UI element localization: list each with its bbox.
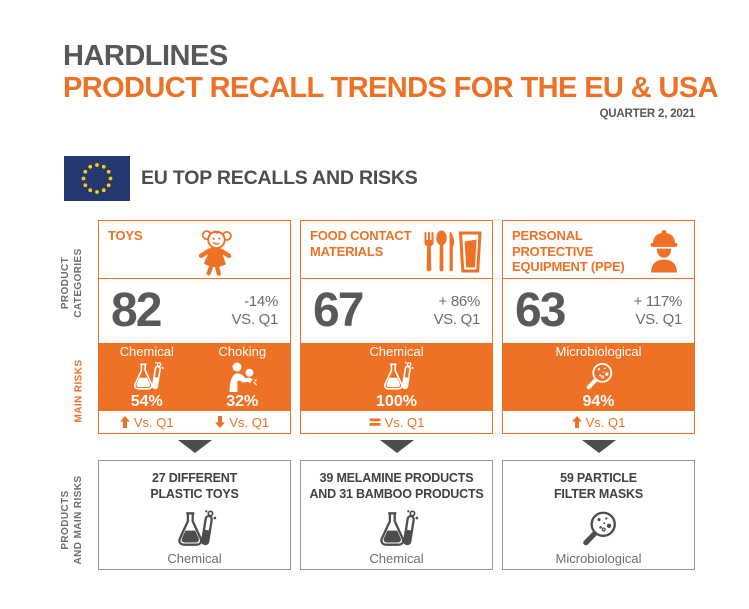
trend-choking: Vs. Q1 (195, 415, 291, 430)
product-title-line: 39 MELAMINE PRODUCTS (319, 471, 474, 485)
product-title: 27 DIFFERENT PLASTIC TOYS (99, 470, 290, 503)
vs-quarter-label: VS. Q1 (231, 311, 278, 328)
recall-grid: TOYS (98, 220, 695, 570)
trend-label: Vs. Q1 (384, 414, 425, 430)
change-value: + 86% (438, 293, 481, 310)
column-toys: TOYS (98, 220, 291, 570)
row-label-line: PRODUCTS (60, 490, 71, 550)
risk-name: Chemical (369, 344, 424, 359)
recall-count-row: 67 + 86% VS. Q1 (301, 279, 492, 343)
main-risks-row: Chemical (301, 343, 492, 411)
recall-count: 63 (515, 284, 566, 337)
trend-row: Vs. Q1 Vs. Q1 (99, 411, 290, 433)
card-header: TOYS (99, 221, 290, 279)
card-title: FOOD CONTACT MATERIALS (310, 228, 412, 259)
card-toys: TOYS (98, 220, 291, 434)
page-subtitle: PRODUCT RECALL TRENDS FOR THE EU & USA (63, 72, 719, 104)
row-label-main-risks: MAIN RISKS (73, 359, 85, 423)
card-title: TOYS (108, 228, 143, 243)
recall-count: 67 (313, 284, 364, 337)
doll-icon (198, 230, 232, 276)
column-ppe: PERSONAL PROTECTIVE EQUIPMENT (PPE) 63 (502, 220, 695, 570)
trend-up-arrow-icon (119, 416, 130, 428)
trend-label: Vs. Q1 (133, 414, 174, 430)
microbes-magnifier-icon (586, 363, 612, 390)
risk-percentage: 32% (226, 393, 259, 411)
flask-icon (383, 362, 414, 390)
down-triangle-icon (177, 440, 212, 453)
recall-count-row: 82 -14% VS. Q1 (99, 279, 290, 343)
product-title-line: AND 31 BAMBOO PRODUCTS (309, 487, 484, 502)
trend-label: Vs. Q1 (229, 414, 270, 430)
risk-choking: Choking 32% (195, 343, 291, 411)
product-title: 59 PARTICLE FILTER MASKS (503, 470, 694, 503)
product-card-toys: 27 DIFFERENT PLASTIC TOYS Chemical (98, 460, 291, 570)
row-label-line: CATEGORIES (73, 248, 84, 318)
row-label-product-categories: PRODUCT CATEGORIES (59, 248, 85, 317)
product-risk-label: Chemical (369, 550, 424, 566)
vs-quarter-label: VS. Q1 (635, 311, 682, 328)
flask-icon (379, 509, 418, 546)
card-ppe: PERSONAL PROTECTIVE EQUIPMENT (PPE) 63 (502, 220, 695, 434)
card-title: PERSONAL PROTECTIVE EQUIPMENT (PPE) (512, 228, 625, 275)
page-title: HARDLINES (63, 40, 228, 72)
product-title-line: FILTER MASKS (553, 487, 644, 502)
choking-icon (229, 362, 258, 393)
column-food-contact: FOOD CONTACT MATERIALS (300, 220, 493, 570)
recall-count-row: 63 + 117% VS. Q1 (503, 279, 694, 343)
cutlery-icon (424, 230, 482, 273)
main-risks-row: Chemical (99, 343, 290, 411)
trend-microbiological: Vs. Q1 (503, 415, 694, 430)
microbes-magnifier-icon (582, 511, 616, 545)
quarter-label: QUARTER 2, 2021 (599, 108, 696, 120)
change-block: + 86% VS. Q1 (433, 293, 480, 329)
flask-icon (133, 362, 164, 390)
product-title-line: 27 DIFFERENT (151, 471, 238, 485)
product-risk-label: Microbiological (555, 550, 642, 566)
card-food-contact: FOOD CONTACT MATERIALS (300, 220, 493, 434)
trend-equal-icon (369, 417, 381, 427)
product-title-line: 59 PARTICLE (560, 471, 637, 485)
vs-quarter-label: VS. Q1 (433, 311, 480, 328)
eu-flag-icon (64, 156, 130, 201)
row-label-line: AND MAIN RISKS (73, 475, 84, 565)
trend-down-arrow-icon (215, 416, 226, 428)
risk-percentage: 94% (582, 393, 615, 411)
down-triangle-icon (581, 440, 616, 453)
risk-name: Choking (218, 344, 267, 359)
risk-percentage: 100% (376, 393, 417, 411)
risk-chemical: Chemical (301, 343, 492, 411)
product-risk-label: Chemical (167, 550, 222, 566)
product-card-ppe: 59 PARTICLE FILTER MASKS Microbiological (502, 460, 695, 570)
product-card-food-contact: 39 MELAMINE PRODUCTS AND 31 BAMBOO PRODU… (300, 460, 493, 570)
change-value: + 117% (633, 293, 683, 310)
trend-row: Vs. Q1 (503, 411, 694, 433)
trend-chemical: Vs. Q1 (301, 415, 492, 430)
risk-microbiological: Microbiological 94% (503, 343, 694, 411)
change-block: + 117% VS. Q1 (633, 293, 683, 329)
row-label-line: PRODUCT (60, 256, 71, 310)
risk-chemical: Chemical (99, 343, 195, 411)
row-label-products-main-risks: PRODUCTS AND MAIN RISKS (59, 476, 85, 565)
risk-percentage: 54% (130, 393, 163, 411)
trend-up-arrow-icon (571, 416, 582, 428)
section-title: EU TOP RECALLS AND RISKS (141, 167, 418, 189)
down-triangle-icon (379, 440, 414, 453)
risk-name: Chemical (119, 344, 174, 359)
trend-label: Vs. Q1 (585, 414, 626, 430)
main-risks-row: Microbiological 94% (503, 343, 694, 411)
trend-chemical: Vs. Q1 (99, 415, 195, 430)
flask-icon (177, 509, 216, 546)
product-title: 39 MELAMINE PRODUCTS AND 31 BAMBOO PRODU… (301, 470, 492, 503)
card-header: PERSONAL PROTECTIVE EQUIPMENT (PPE) (503, 221, 694, 279)
trend-row: Vs. Q1 (301, 411, 492, 433)
risk-name: Microbiological (555, 344, 642, 359)
worker-hardhat-icon (650, 230, 678, 273)
change-value: -14% (244, 293, 278, 310)
product-title-line: PLASTIC TOYS (150, 487, 239, 502)
recall-count: 82 (111, 284, 162, 337)
change-block: -14% VS. Q1 (231, 293, 278, 329)
card-header: FOOD CONTACT MATERIALS (301, 221, 492, 279)
